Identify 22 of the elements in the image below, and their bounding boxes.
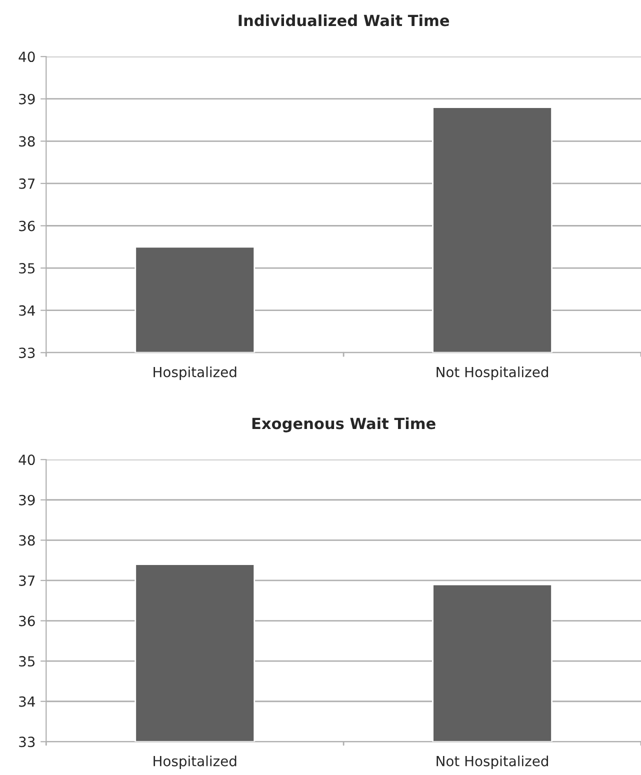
y-tick-label: 34 xyxy=(19,696,35,707)
y-tick-label: 37 xyxy=(19,178,35,189)
y-tick-label: 33 xyxy=(19,736,35,748)
chart-title: Individualized Wait Time xyxy=(238,14,450,26)
y-tick-label: 35 xyxy=(19,656,35,667)
y-tick-label: 40 xyxy=(18,52,35,62)
y-tick-label: 35 xyxy=(19,263,35,274)
chart-title: Exogenous Wait Time xyxy=(252,417,436,432)
y-tick-label: 38 xyxy=(19,136,35,147)
y-tick-label: 39 xyxy=(19,494,35,506)
x-tick-label: Not Hospitalized xyxy=(436,756,548,770)
y-tick-label: 33 xyxy=(19,348,35,358)
x-tick-label: Hospitalized xyxy=(154,366,236,380)
x-tick-label: Not Hospitalized xyxy=(436,366,548,380)
y-tick-label: 36 xyxy=(19,616,35,626)
y-tick-label: 36 xyxy=(19,220,35,232)
y-tick-label: 38 xyxy=(19,535,35,546)
y-tick-label: 34 xyxy=(19,305,35,316)
y-tick-label: 40 xyxy=(18,454,35,466)
y-tick-label: 37 xyxy=(19,575,35,586)
x-tick-label: Hospitalized xyxy=(154,756,236,770)
y-tick-label: 39 xyxy=(19,94,35,104)
